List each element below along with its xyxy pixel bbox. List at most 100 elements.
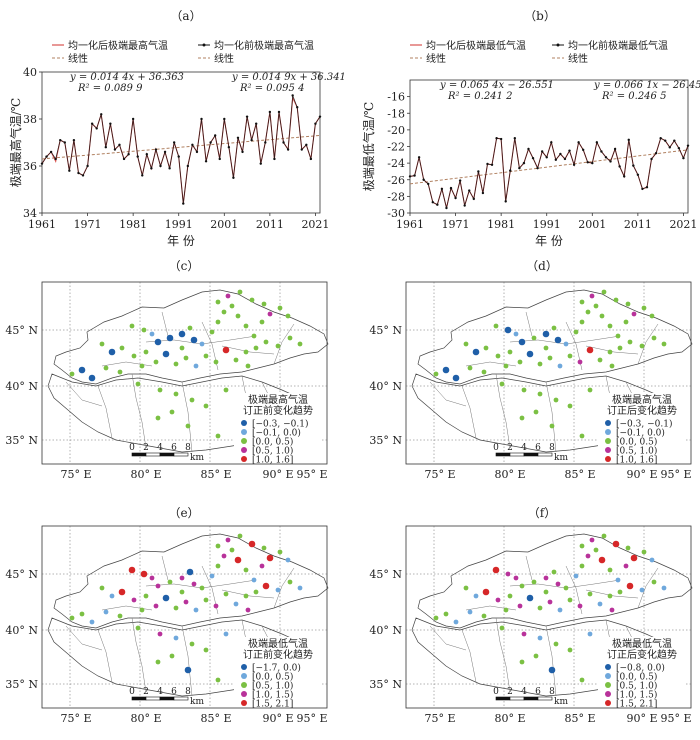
scale-label: 2 (143, 443, 149, 453)
x-tick-label: 1981 (119, 218, 147, 231)
data-point (131, 117, 135, 121)
scale-label: 8 (185, 687, 191, 697)
station-point (593, 547, 599, 553)
data-point (127, 153, 130, 156)
data-point (673, 139, 676, 142)
station-point (579, 319, 585, 325)
data-point (204, 160, 208, 163)
county-boundary (161, 311, 169, 337)
data-point (650, 157, 653, 161)
lat-label: 40° N (5, 380, 38, 393)
station-point (609, 607, 615, 613)
station-point (135, 381, 141, 387)
station-point (109, 593, 115, 599)
x-tick-label: 1991 (165, 218, 193, 231)
data-point (309, 157, 313, 161)
county-boundary (429, 625, 467, 651)
station-point (589, 537, 595, 543)
legend-class-label: [−0.1, 0.0) (616, 428, 665, 439)
y-tick-label: 34 (23, 207, 37, 220)
data-point (477, 170, 480, 173)
data-point (305, 143, 308, 147)
station-point (617, 345, 623, 351)
data-point (250, 138, 253, 142)
y-tick-label: 36 (23, 160, 37, 173)
data-point (200, 117, 203, 121)
station-point (567, 403, 573, 409)
station-point (589, 293, 595, 299)
station-point (243, 567, 249, 573)
station-point (249, 297, 255, 303)
county-boundary (65, 381, 103, 407)
county-boundary (97, 629, 113, 683)
legend-class-label: [0.0, 0.5) (616, 437, 657, 448)
station-point (587, 631, 593, 637)
scale-label: 6 (171, 443, 177, 453)
legend-swatch (605, 682, 611, 688)
station-point (153, 359, 159, 365)
data-point (568, 149, 571, 152)
scale-label: 0 (129, 687, 135, 697)
station-point (267, 311, 273, 317)
r2-text: R² = 0.246 5 (601, 91, 666, 102)
lon-label: 80° E (130, 468, 161, 481)
data-point (518, 166, 521, 170)
station-point (587, 591, 593, 597)
station-point (169, 653, 175, 659)
panel-label-c: （c） (169, 259, 200, 273)
data-point (177, 155, 180, 158)
station-point (221, 553, 227, 559)
county-boundary (461, 629, 477, 683)
station-point (155, 415, 161, 421)
county-boundary (181, 625, 193, 697)
station-point (221, 309, 227, 315)
data-point (232, 176, 235, 179)
station-point (493, 323, 499, 329)
lon-label: 85° E (564, 468, 595, 481)
data-point (481, 191, 485, 195)
data-point (113, 148, 117, 151)
equation-text: y = 0.065 4x − 26.551 (439, 80, 554, 91)
station-point (542, 330, 550, 338)
station-point (551, 569, 557, 575)
station-point (234, 556, 242, 564)
station-point (503, 607, 509, 613)
station-point (537, 605, 543, 611)
data-point (54, 157, 57, 161)
county-boundary (65, 625, 103, 651)
data-point (282, 141, 285, 144)
x-tick-label: 1991 (533, 218, 561, 231)
y-tick-label: -20 (387, 124, 405, 137)
data-point (241, 150, 244, 154)
scale-bar-segment (495, 452, 511, 457)
data-point (63, 141, 66, 144)
county-boundary (545, 381, 557, 453)
y-tick-label: -30 (387, 207, 405, 220)
station-point (519, 415, 525, 421)
county-boundary (585, 589, 639, 599)
station-point (579, 299, 585, 305)
data-point (550, 141, 553, 144)
lat-label: 40° N (369, 624, 402, 637)
station-point (547, 599, 553, 605)
x-tick-label: 1961 (396, 218, 424, 231)
scale-label: 2 (143, 687, 149, 697)
data-point (49, 150, 53, 154)
scale-bar-segment (145, 452, 161, 457)
station-point (229, 547, 235, 553)
data-point (495, 136, 498, 140)
station-point (178, 330, 186, 338)
data-point (100, 113, 103, 116)
data-point (191, 143, 194, 147)
station-point (577, 359, 583, 365)
station-point (154, 338, 162, 346)
station-point (243, 593, 249, 599)
lat-label: 40° N (5, 624, 38, 637)
data-point (408, 175, 412, 178)
county-boundary (495, 617, 511, 693)
data-point (632, 164, 635, 167)
data-point (40, 162, 44, 165)
station-point (443, 611, 449, 617)
lon-label: 80° E (494, 712, 525, 725)
